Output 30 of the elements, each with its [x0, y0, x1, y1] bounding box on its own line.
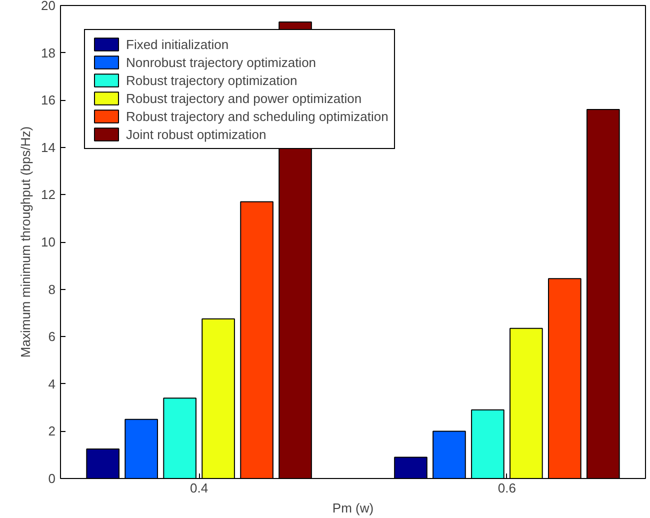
y-tick-label: 0: [48, 471, 56, 486]
y-tick-label: 4: [48, 376, 56, 392]
legend-label: Joint robust optimization: [126, 126, 266, 142]
y-axis-title: Maximum minimum throughput (bps/Hz): [18, 126, 34, 358]
bar: [586, 109, 620, 478]
legend-label: Robust trajectory and scheduling optimization: [126, 108, 388, 124]
bar: [394, 456, 428, 478]
y-tick-label: 18: [41, 45, 56, 60]
legend-label: Nonrobust trajectory optimization: [126, 54, 316, 70]
y-tick-label: 6: [48, 329, 56, 344]
x-tick-label: 0.6: [498, 480, 516, 496]
y-tick-label: 16: [41, 92, 56, 108]
y-tick-label: 2: [48, 424, 56, 439]
y-tick-label: 14: [41, 140, 56, 155]
y-tick-label: 12: [41, 187, 56, 202]
legend-label: Fixed initialization: [126, 36, 229, 52]
y-tick-label: 20: [41, 0, 56, 13]
y-tick-label: 8: [48, 282, 56, 297]
bar: [163, 398, 196, 478]
bar: [432, 430, 466, 478]
x-axis-title: Pm (w): [332, 500, 374, 516]
y-tick-label: 10: [41, 234, 56, 250]
bar: [510, 328, 543, 478]
x-tick-label: 0.4: [190, 480, 208, 496]
legend-label: Robust trajectory and power optimization: [126, 90, 362, 106]
legend-label: Robust trajectory optimization: [126, 72, 298, 88]
bar: [240, 201, 274, 478]
bar: [86, 448, 120, 478]
bar: [124, 418, 158, 478]
bar: [548, 278, 582, 478]
